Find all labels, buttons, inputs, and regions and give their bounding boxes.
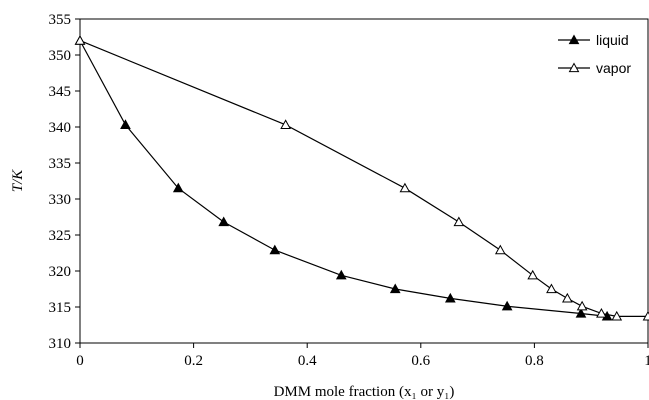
legend: liquid vapor: [558, 32, 631, 76]
vapor-point: [74, 35, 86, 45]
vapor-point: [561, 292, 573, 303]
vapor-point: [576, 300, 588, 311]
y-tick-label: 325: [49, 228, 72, 244]
y-tick-label: 315: [49, 300, 72, 316]
y-axis-title: T/K: [10, 169, 26, 193]
x-tick-label: 0.2: [184, 353, 203, 369]
vapor-point: [494, 244, 506, 255]
liquid-point: [444, 292, 456, 303]
y-tick-label: 320: [49, 264, 72, 280]
y-tick-label: 310: [49, 336, 72, 352]
liquid-point: [120, 119, 131, 129]
x-tick-label: 0: [76, 353, 84, 369]
y-tick-label: 345: [49, 84, 72, 100]
y-tick-label: 350: [49, 48, 72, 64]
x-tick-label: 0.4: [298, 353, 317, 369]
vapor-point: [596, 307, 607, 318]
x-tick-label: 1: [644, 353, 649, 369]
vapor-point: [453, 216, 465, 227]
liquid-point: [269, 244, 281, 255]
y-tick-label: 355: [49, 12, 72, 28]
liquid-point: [172, 182, 184, 193]
legend-label-vapor: vapor: [596, 60, 631, 76]
axes: 0 0.2 0.4 0.6 0.8 1 310 315 320 325 330 335 340 345 35…: [49, 12, 649, 369]
liquid-point: [218, 216, 230, 227]
vapor-point: [280, 119, 291, 129]
y-tick-label: 340: [49, 120, 72, 136]
liquid-point: [389, 283, 401, 294]
legend-marker-liquid: [568, 34, 580, 45]
series-layer: [74, 35, 649, 321]
legend-label-liquid: liquid: [596, 32, 629, 48]
liquid-point: [575, 307, 587, 318]
vapor-point: [546, 283, 557, 294]
x-axis-title: DMM mole fraction (x₁ or y₁): [274, 384, 455, 400]
vapor-point: [399, 182, 411, 193]
x-tick-label: 0.8: [525, 353, 544, 369]
legend-marker-vapor: [568, 62, 580, 73]
y-tick-label: 330: [49, 192, 72, 208]
liquid-point: [335, 269, 347, 280]
vapor-point: [611, 310, 623, 321]
vapor-point: [527, 269, 539, 280]
liquid-point: [501, 300, 513, 311]
vapor-point: [642, 310, 649, 321]
x-tick-label: 0.6: [411, 353, 430, 369]
y-tick-label: 335: [49, 156, 72, 172]
